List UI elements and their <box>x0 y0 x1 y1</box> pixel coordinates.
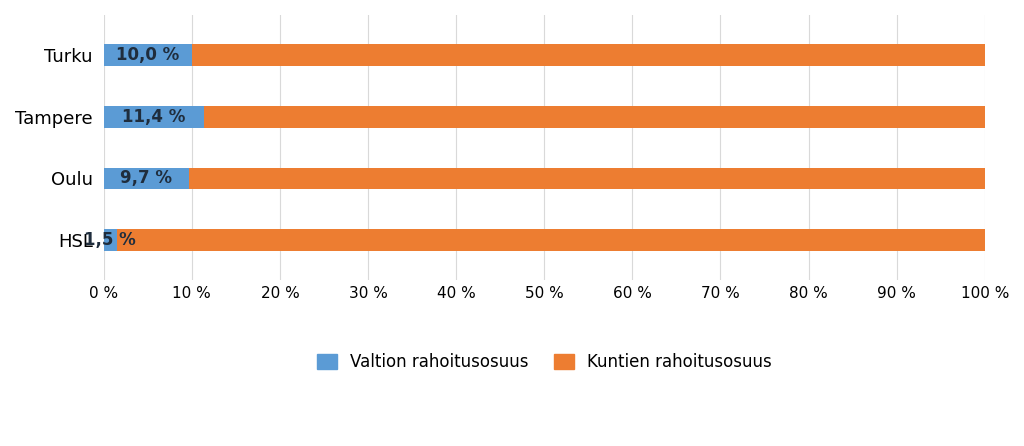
Text: 9,7 %: 9,7 % <box>121 169 172 187</box>
Bar <box>103 106 204 128</box>
Text: 1,5 %: 1,5 % <box>84 231 136 249</box>
Text: 10,0 %: 10,0 % <box>116 46 179 64</box>
Legend: Valtion rahoitusosuus, Kuntien rahoitusosuus: Valtion rahoitusosuus, Kuntien rahoituso… <box>310 347 778 378</box>
Bar <box>191 44 985 66</box>
Bar <box>103 229 117 251</box>
Bar <box>189 168 985 189</box>
Text: 11,4 %: 11,4 % <box>122 108 185 126</box>
Bar <box>204 106 985 128</box>
Bar <box>103 168 189 189</box>
Bar <box>117 229 985 251</box>
Bar <box>103 44 191 66</box>
